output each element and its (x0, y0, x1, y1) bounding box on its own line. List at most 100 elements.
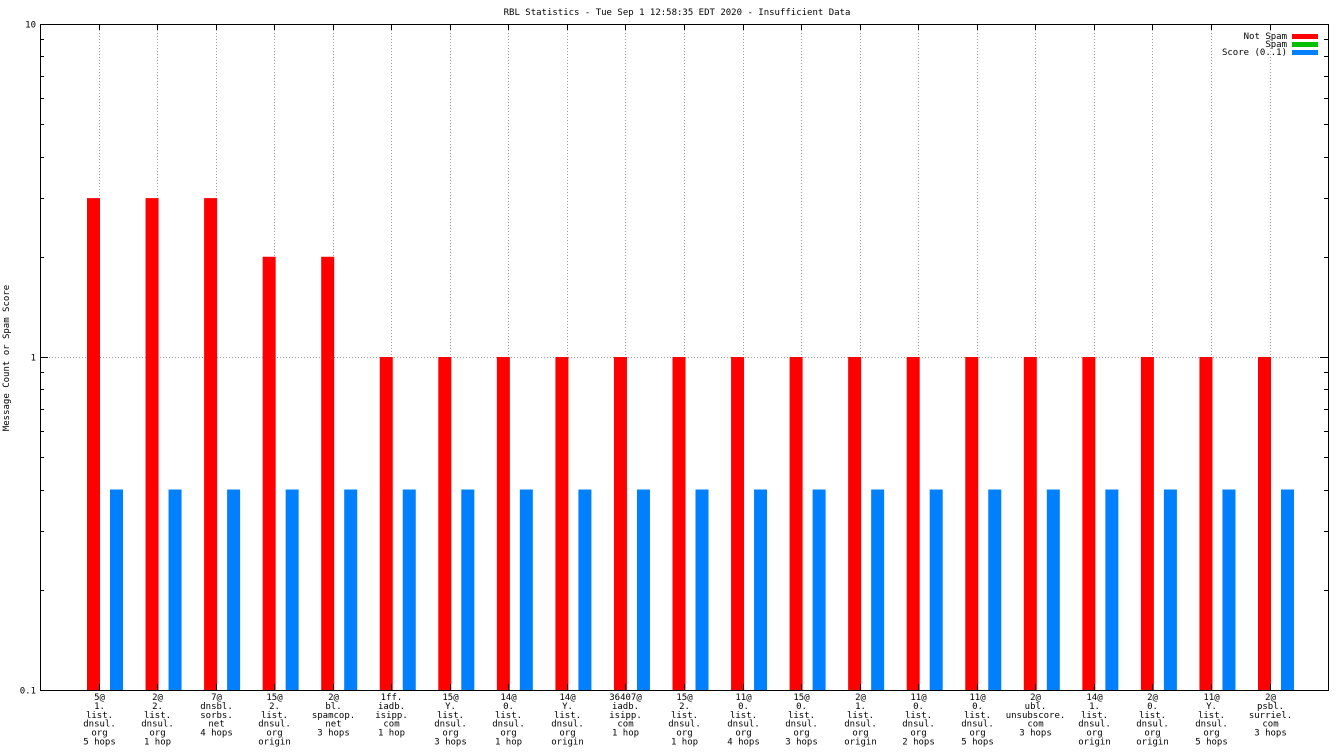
x-tick-label: 15@ (793, 693, 810, 703)
x-tick-label: dnsul. (492, 720, 525, 730)
x-tick-label: spamcop. (312, 711, 355, 721)
x-tick-label: org (735, 729, 751, 739)
x-tick-label: 0. (1147, 702, 1158, 712)
bar-not-spam (906, 357, 920, 690)
x-tick-label: 2@ (1265, 693, 1276, 703)
x-tick-label: list. (1139, 711, 1166, 721)
x-tick-label: surriel. (1249, 711, 1292, 721)
bar-not-spam (379, 357, 393, 690)
bar-score-0-1 (1046, 489, 1060, 690)
bar-score-0-1 (636, 489, 650, 690)
x-tick-label: origin (258, 738, 291, 748)
x-tick-label: 11@ (910, 693, 927, 703)
x-tick-label: list. (261, 711, 288, 721)
x-tick-label: 4 hops (200, 729, 233, 739)
x-tick-label: org (1144, 729, 1160, 739)
x-tick-label: ubl. (1025, 702, 1047, 712)
x-tick-label: 2@ (855, 693, 866, 703)
x-tick-label: origin (1078, 738, 1111, 748)
bar-not-spam (555, 357, 569, 690)
chart-title: RBL Statistics - Tue Sep 1 12:58:35 EDT … (504, 8, 851, 18)
y-tick-label: 10 (25, 21, 36, 31)
x-tick-label: dnsul. (668, 720, 701, 730)
x-tick-label: dnsbl. (200, 702, 233, 712)
x-tick-label: iadb. (612, 702, 639, 712)
x-tick-label: 2. (152, 702, 163, 712)
legend-swatch (1292, 42, 1318, 47)
bar-not-spam (87, 198, 100, 690)
bar-score-0-1 (519, 489, 533, 690)
x-tick-label: 1. (1089, 702, 1100, 712)
bar-score-0-1 (929, 489, 943, 690)
x-tick-label: 3 hops (434, 738, 467, 748)
x-tick-label: 5 hops (961, 738, 994, 748)
x-tick-label: list. (144, 711, 171, 721)
x-tick-label: 2. (679, 702, 690, 712)
bar-score-0-1 (988, 489, 1002, 690)
bar-not-spam (145, 198, 159, 690)
x-tick-label: com (383, 720, 399, 730)
x-tick-label: 14@ (1086, 693, 1103, 703)
x-tick-label: isipp. (609, 711, 642, 721)
bar-score-0-1 (168, 489, 182, 690)
x-tick-label: 2@ (152, 693, 163, 703)
x-tick-label: dnsul. (727, 720, 760, 730)
bar-score-0-1 (110, 489, 123, 690)
legend-label: Score (0..1) (1222, 48, 1287, 58)
x-tick-label: org (793, 729, 809, 739)
x-tick-label: 14@ (559, 693, 576, 703)
x-tick-label: 1ff. (381, 693, 403, 703)
bar-score-0-1 (285, 489, 299, 690)
legend-swatch (1292, 50, 1318, 55)
x-tick-label: dnsul. (1078, 720, 1111, 730)
x-tick-label: list. (1081, 711, 1108, 721)
bar-score-0-1 (754, 489, 768, 690)
bar-score-0-1 (227, 489, 241, 690)
x-tick-label: unsubscore. (1006, 711, 1066, 721)
x-tick-label: Y. (562, 702, 573, 712)
x-tick-label: 5 hops (83, 738, 116, 748)
bar-not-spam (1199, 357, 1213, 690)
bar-score-0-1 (1222, 489, 1236, 690)
bar-score-0-1 (1281, 489, 1294, 690)
bar-score-0-1 (812, 489, 826, 690)
x-tick-label: list. (437, 711, 464, 721)
x-tick-label: Y. (1206, 702, 1217, 712)
bar-score-0-1 (1105, 489, 1119, 690)
legend-label: Spam (1265, 40, 1287, 50)
x-tick-label: 1 hop (378, 729, 405, 739)
x-tick-label: 1. (855, 702, 866, 712)
x-tick-label: org (1086, 729, 1102, 739)
bar-not-spam (1023, 357, 1037, 690)
legend-swatch (1292, 34, 1318, 39)
legend-label: Not Spam (1244, 32, 1287, 42)
x-tick-label: list. (1198, 711, 1225, 721)
x-tick-label: 11@ (969, 693, 986, 703)
bar-not-spam (204, 198, 218, 690)
x-tick-label: isipp. (375, 711, 408, 721)
x-tick-label: org (852, 729, 868, 739)
x-tick-label: 1 hop (495, 738, 522, 748)
x-tick-label: list. (964, 711, 991, 721)
x-tick-label: 4 hops (727, 738, 760, 748)
x-tick-label: dnsul. (1195, 720, 1228, 730)
x-tick-label: com (617, 720, 633, 730)
x-tick-label: 1 hop (144, 738, 171, 748)
x-tick-label: dnsul. (844, 720, 877, 730)
bar-not-spam (1082, 357, 1096, 690)
y-axis-label: Message Count or Spam Score (2, 285, 12, 431)
x-tick-label: 0. (796, 702, 807, 712)
bar-score-0-1 (695, 489, 709, 690)
x-tick-label: dnsul. (258, 720, 291, 730)
x-tick-label: 15@ (442, 693, 459, 703)
bar-not-spam (1140, 357, 1154, 690)
bar-not-spam (321, 256, 335, 690)
x-tick-label: origin (551, 738, 584, 748)
x-tick-label: org (149, 729, 165, 739)
x-tick-label: origin (1136, 738, 1169, 748)
x-tick-label: 36407@ (609, 693, 642, 703)
bar-score-0-1 (461, 489, 475, 690)
bar-score-0-1 (578, 489, 592, 690)
